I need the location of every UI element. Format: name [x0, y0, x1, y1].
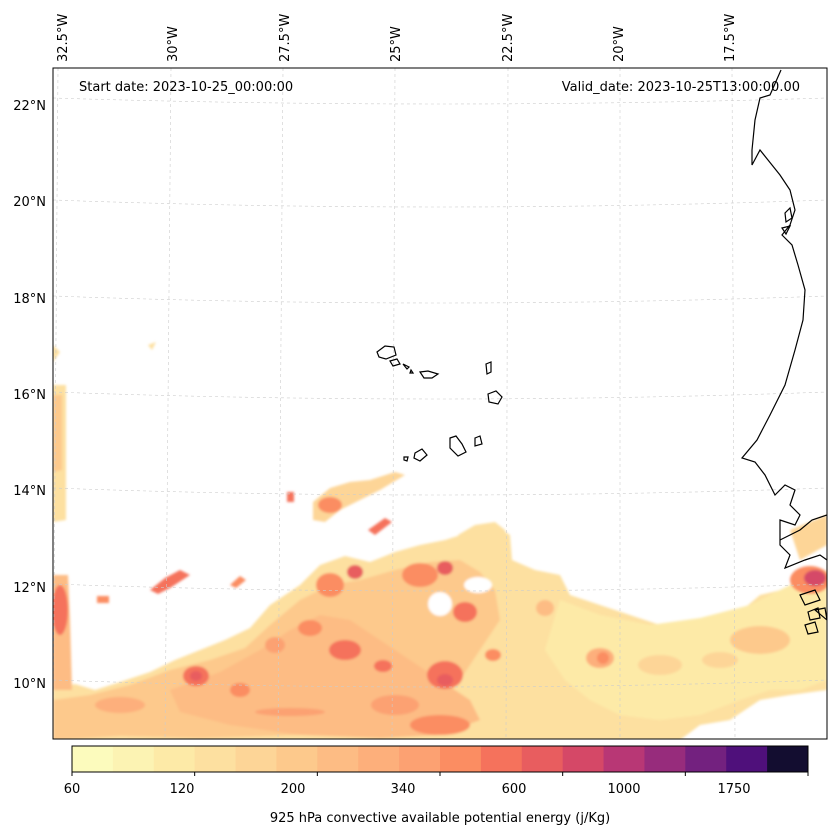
colorbar-swatch	[194, 746, 237, 772]
colorbar-swatch	[521, 746, 564, 772]
lat-tick: 10°N	[13, 677, 46, 692]
colorbar-swatch	[726, 746, 768, 772]
colorbar-tick: 200	[281, 782, 306, 797]
lon-tick: 27.5°W	[278, 14, 293, 62]
colorbar-swatch	[480, 746, 523, 772]
colorbar-swatch	[72, 746, 114, 772]
colorbar-tick: 340	[391, 782, 416, 797]
colorbar-tick: 600	[502, 782, 527, 797]
colorbar-tick: 60	[64, 782, 81, 797]
colorbar-swatch	[685, 746, 727, 772]
colorbar-swatch	[603, 746, 645, 772]
island-sao-vicente	[389, 358, 401, 367]
colorbar-swatch	[235, 746, 277, 772]
lon-tick: 25°W	[389, 26, 404, 62]
colorbar-swatch	[644, 746, 686, 772]
colorbar-tick-labels: 60 120 200 340 600 1000 1750	[64, 782, 751, 797]
cape-verde-islands	[376, 345, 503, 462]
lon-tick: 32.5°W	[56, 14, 71, 62]
island-maio	[474, 435, 483, 447]
colorbar	[71, 745, 809, 776]
island-brava	[403, 456, 409, 462]
lat-tick-labels: 22°N 20°N 18°N 16°N 14°N 12°N 10°N	[13, 99, 46, 692]
lat-tick: 22°N	[13, 99, 46, 114]
africa-coastline	[740, 69, 827, 570]
island-santiago	[449, 435, 467, 457]
lat-tick: 16°N	[13, 388, 46, 403]
island-santo-antao	[376, 345, 397, 360]
colorbar-swatch	[440, 746, 482, 772]
lon-tick: 22.5°W	[501, 14, 516, 62]
lon-tick: 20°W	[612, 26, 627, 62]
lat-tick: 18°N	[13, 292, 46, 307]
colorbar-swatch	[562, 746, 605, 772]
coastline	[740, 69, 827, 635]
lat-tick: 20°N	[13, 195, 46, 210]
colorbar-tick: 1000	[607, 782, 640, 797]
gridlines	[53, 68, 827, 739]
valid-date-label: Valid_date: 2023-10-25T13:00:00.00	[562, 80, 800, 95]
colorbar-swatch	[358, 746, 400, 772]
island-boa-vista	[487, 390, 503, 405]
lat-tick: 12°N	[13, 581, 46, 596]
colorbar-swatch	[767, 746, 809, 772]
colorbar-swatch	[112, 746, 155, 772]
island-fogo	[413, 448, 428, 462]
colorbar-tick: 120	[170, 782, 195, 797]
map-border	[52, 67, 828, 740]
colorbar-tick: 1750	[717, 782, 750, 797]
colorbar-swatch	[276, 746, 318, 772]
colorbar-swatch	[153, 746, 196, 772]
island-sal	[485, 361, 492, 375]
island-sao-nicolau	[418, 370, 440, 379]
lon-tick-labels: 32.5°W 30°W 27.5°W 25°W 22.5°W 20°W 17.5…	[56, 14, 738, 62]
start-date-label: Start date: 2023-10-25_00:00:00	[79, 80, 293, 95]
lon-tick: 17.5°W	[723, 14, 738, 62]
lon-tick: 30°W	[166, 26, 181, 62]
colorbar-swatch	[317, 746, 359, 772]
lat-tick: 14°N	[13, 484, 46, 499]
colorbar-swatch	[399, 746, 441, 772]
colorbar-label: 925 hPa convective available potential e…	[270, 811, 610, 826]
